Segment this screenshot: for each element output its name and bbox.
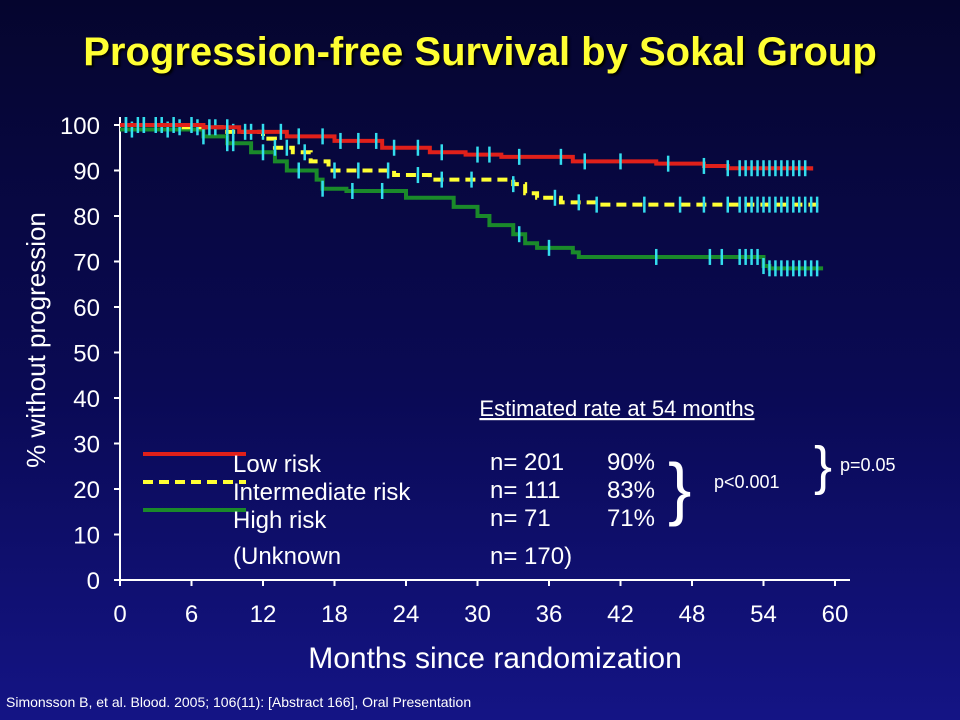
x-tick-label: 0 [113,601,126,628]
x-axis-label: Months since randomization [308,642,682,675]
x-tick-label: 42 [607,601,634,628]
legend-label-high-risk: High risk [233,507,327,534]
x-tick-label: 12 [250,601,277,628]
x-tick-label: 18 [321,601,348,628]
y-axis-label: % without progression [21,212,51,468]
unknown-n: n= 170) [490,543,572,570]
slide-title: Progression-free Survival by Sokal Group [83,30,877,74]
rate-label-high-risk: 71% [607,505,655,532]
y-tick-label: 20 [73,477,100,504]
x-tick-label: 54 [750,601,777,628]
y-tick-label: 40 [73,386,100,413]
x-tick-label: 30 [464,601,491,628]
x-tick-label: 60 [822,601,849,628]
y-tick-label: 10 [73,523,100,550]
curve-high-risk [120,127,824,271]
chart-curves [120,117,824,277]
x-tick-label: 36 [536,601,563,628]
curve-low-risk [120,123,814,171]
chart-axes: 0 10 20 30 40 50 60 70 80 90 100 0 6 12 18 24 30 36 42 48 54… [21,113,850,675]
y-tick-label: 30 [73,432,100,459]
n-label-intermediate-risk: n= 111 [490,477,561,504]
y-tick-label: 60 [73,295,100,322]
y-tick-label: 50 [73,341,100,368]
y-tick-label: 70 [73,250,100,277]
rate-label-low-risk: 90% [607,449,655,476]
legend-label-intermediate-risk: Intermediate risk [233,479,411,506]
p-inner: p<0.001 [714,472,780,492]
x-tick-label: 6 [185,601,198,628]
n-label-high-risk: n= 71 [490,505,551,532]
citation: Simonsson B, et al. Blood. 2005; 106(11)… [6,694,472,710]
n-label-low-risk: n= 201 [490,449,564,476]
brace-inner: } [668,449,691,527]
x-tick-label: 48 [679,601,706,628]
y-tick-label: 80 [73,204,100,231]
chart-labels: Estimated rate at 54 months Low risk n= 20… [143,396,896,570]
brace-outer: } [814,436,832,496]
legend-label-low-risk: Low risk [233,451,322,478]
p-outer: p=0.05 [840,455,896,475]
estimated-rate-header: Estimated rate at 54 months [479,396,754,421]
y-tick-label: 90 [73,159,100,186]
rate-label-intermediate-risk: 83% [607,477,655,504]
y-tick-label: 0 [87,568,100,595]
x-tick-label: 24 [393,601,420,628]
y-tick-label: 100 [60,113,100,140]
unknown-label: (Unknown [233,543,341,570]
